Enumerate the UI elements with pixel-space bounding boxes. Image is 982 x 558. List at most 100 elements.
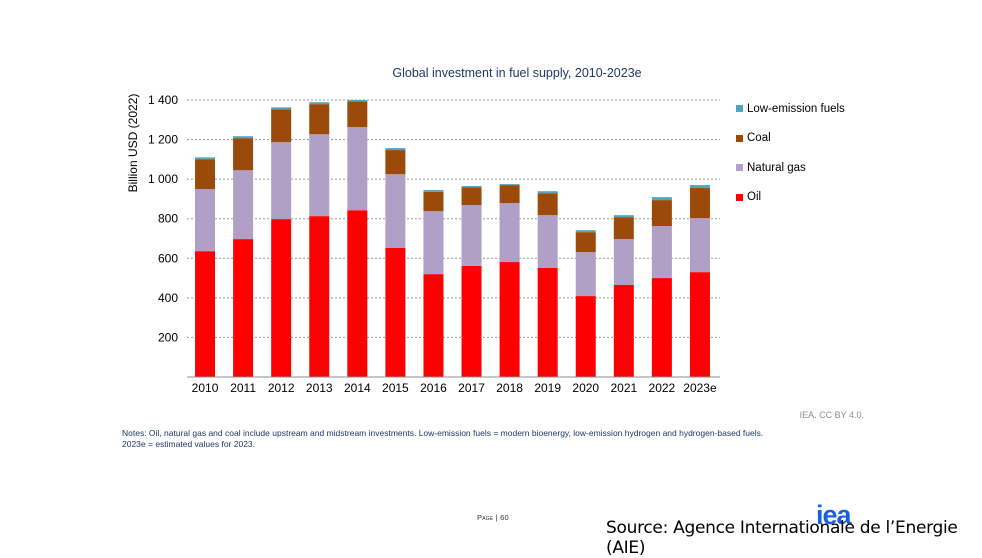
y-tick-label: 200 bbox=[158, 330, 178, 344]
axes: 200 400 600 800 1 000 1 200 1 400 2010 2011 2012 2… bbox=[148, 93, 720, 395]
legend-item-oil: Oil bbox=[736, 183, 845, 213]
bar-oil-2011 bbox=[233, 239, 254, 377]
page-number-value: 60 bbox=[500, 513, 509, 522]
bar-stack-2022 bbox=[651, 197, 672, 377]
bar-stack-2014 bbox=[347, 100, 368, 377]
legend-label: Low-emission fuels bbox=[747, 102, 845, 115]
bar-low-emission-fuels-2021 bbox=[613, 215, 634, 218]
bar-low-emission-fuels-2017 bbox=[461, 186, 482, 188]
bar-oil-2021 bbox=[613, 284, 634, 377]
bar-oil-2022 bbox=[651, 278, 672, 377]
bar-coal-2020 bbox=[575, 232, 596, 253]
bar-coal-2016 bbox=[423, 191, 444, 212]
gridlines bbox=[187, 99, 720, 338]
bar-natural-gas-2020 bbox=[575, 252, 596, 297]
x-tick-label: 2011 bbox=[230, 381, 256, 395]
bar-low-emission-fuels-2023e bbox=[689, 185, 710, 189]
bar-oil-2015 bbox=[385, 247, 406, 377]
y-tick-label: 1 000 bbox=[148, 172, 178, 186]
x-tick-label: 2021 bbox=[610, 381, 637, 395]
bar-low-emission-fuels-2010 bbox=[195, 157, 216, 160]
bar-oil-2019 bbox=[537, 267, 558, 377]
legend-swatch-icon bbox=[736, 193, 743, 201]
x-tick-label: 2016 bbox=[420, 381, 447, 395]
bar-oil-2010 bbox=[195, 251, 216, 377]
x-tick-label: 2022 bbox=[649, 381, 676, 395]
bar-coal-2012 bbox=[271, 109, 292, 143]
legend-swatch-icon bbox=[736, 134, 743, 142]
bar-coal-2017 bbox=[461, 187, 482, 206]
bar-coal-2023e bbox=[689, 188, 710, 219]
bar-coal-2010 bbox=[195, 159, 216, 190]
bar-natural-gas-2022 bbox=[651, 226, 672, 279]
bar-low-emission-fuels-2018 bbox=[499, 184, 520, 186]
legend-item-coal: Coal bbox=[736, 124, 845, 154]
bar-stack-2017 bbox=[461, 186, 482, 377]
page-separator: | bbox=[493, 513, 501, 522]
bar-stack-2011 bbox=[233, 136, 254, 377]
bar-stack-2018 bbox=[499, 184, 520, 377]
bar-oil-2016 bbox=[423, 274, 444, 377]
bar-natural-gas-2013 bbox=[309, 134, 330, 217]
bar-coal-2015 bbox=[385, 150, 406, 175]
bar-low-emission-fuels-2014 bbox=[347, 100, 368, 102]
legend-label: Natural gas bbox=[747, 161, 806, 174]
bar-oil-2023e bbox=[689, 272, 710, 377]
bar-low-emission-fuels-2015 bbox=[385, 148, 406, 151]
chart-notes: Notes: Oil, natural gas and coal include… bbox=[122, 428, 842, 450]
bar-coal-2011 bbox=[233, 138, 254, 171]
bar-stack-2010 bbox=[195, 157, 216, 377]
y-axis-title: Billion USD (2022) bbox=[126, 94, 140, 193]
page-label: Page bbox=[477, 513, 494, 522]
bar-natural-gas-2012 bbox=[271, 142, 292, 220]
legend-label: Oil bbox=[747, 191, 762, 204]
legend-swatch-icon bbox=[736, 105, 743, 113]
bar-natural-gas-2021 bbox=[613, 239, 634, 285]
bar-low-emission-fuels-2011 bbox=[233, 136, 254, 139]
legend-item-low-emission-fuels: Low-emission fuels bbox=[736, 94, 845, 124]
bar-natural-gas-2014 bbox=[347, 127, 368, 211]
bar-stack-2021 bbox=[613, 215, 634, 377]
credit-license: IEA. CC BY 4.0. bbox=[799, 410, 864, 420]
bar-oil-2018 bbox=[499, 262, 520, 377]
page-number: Page | 60 bbox=[477, 513, 509, 522]
notes-line-1: Notes: Oil, natural gas and coal include… bbox=[122, 428, 764, 438]
bar-coal-2022 bbox=[651, 200, 672, 227]
bar-natural-gas-2015 bbox=[385, 174, 406, 248]
y-tick-label: 800 bbox=[158, 212, 178, 226]
bar-natural-gas-2018 bbox=[499, 203, 520, 263]
chart-title: Global investment in fuel supply, 2010-2… bbox=[392, 66, 642, 80]
x-tick-label: 2014 bbox=[344, 381, 371, 395]
bar-low-emission-fuels-2022 bbox=[651, 197, 672, 201]
bar-oil-2013 bbox=[309, 216, 330, 377]
bar-low-emission-fuels-2013 bbox=[309, 102, 330, 105]
bar-natural-gas-2019 bbox=[537, 215, 558, 268]
bar-coal-2021 bbox=[613, 217, 634, 240]
bar-low-emission-fuels-2020 bbox=[575, 230, 596, 233]
bar-natural-gas-2011 bbox=[233, 170, 254, 240]
bar-oil-2017 bbox=[461, 266, 482, 377]
y-tick-label: 1 200 bbox=[148, 133, 178, 147]
bar-low-emission-fuels-2012 bbox=[271, 107, 292, 110]
bar-coal-2019 bbox=[537, 193, 558, 216]
bar-stack-2023e bbox=[689, 185, 710, 377]
legend-label: Coal bbox=[747, 132, 771, 145]
x-tick-label: 2018 bbox=[496, 381, 523, 395]
y-tick-label: 600 bbox=[158, 251, 178, 265]
bar-oil-2014 bbox=[347, 210, 368, 377]
bar-low-emission-fuels-2019 bbox=[537, 191, 558, 194]
bar-stack-2012 bbox=[271, 107, 292, 377]
bar-natural-gas-2016 bbox=[423, 211, 444, 275]
x-tick-label: 2012 bbox=[268, 381, 295, 395]
x-tick-label: 2023e bbox=[683, 381, 717, 395]
legend-item-natural-gas: Natural gas bbox=[736, 153, 845, 183]
x-tick-label: 2010 bbox=[192, 381, 219, 395]
x-tick-label: 2017 bbox=[458, 381, 485, 395]
bar-stack-2019 bbox=[537, 191, 558, 377]
source-caption: Source: Agence Internationale de l’Energ… bbox=[606, 518, 958, 558]
bar-stack-2016 bbox=[423, 190, 444, 377]
bar-coal-2014 bbox=[347, 101, 368, 128]
bar-stack-2020 bbox=[575, 230, 596, 377]
bar-coal-2013 bbox=[309, 104, 330, 135]
